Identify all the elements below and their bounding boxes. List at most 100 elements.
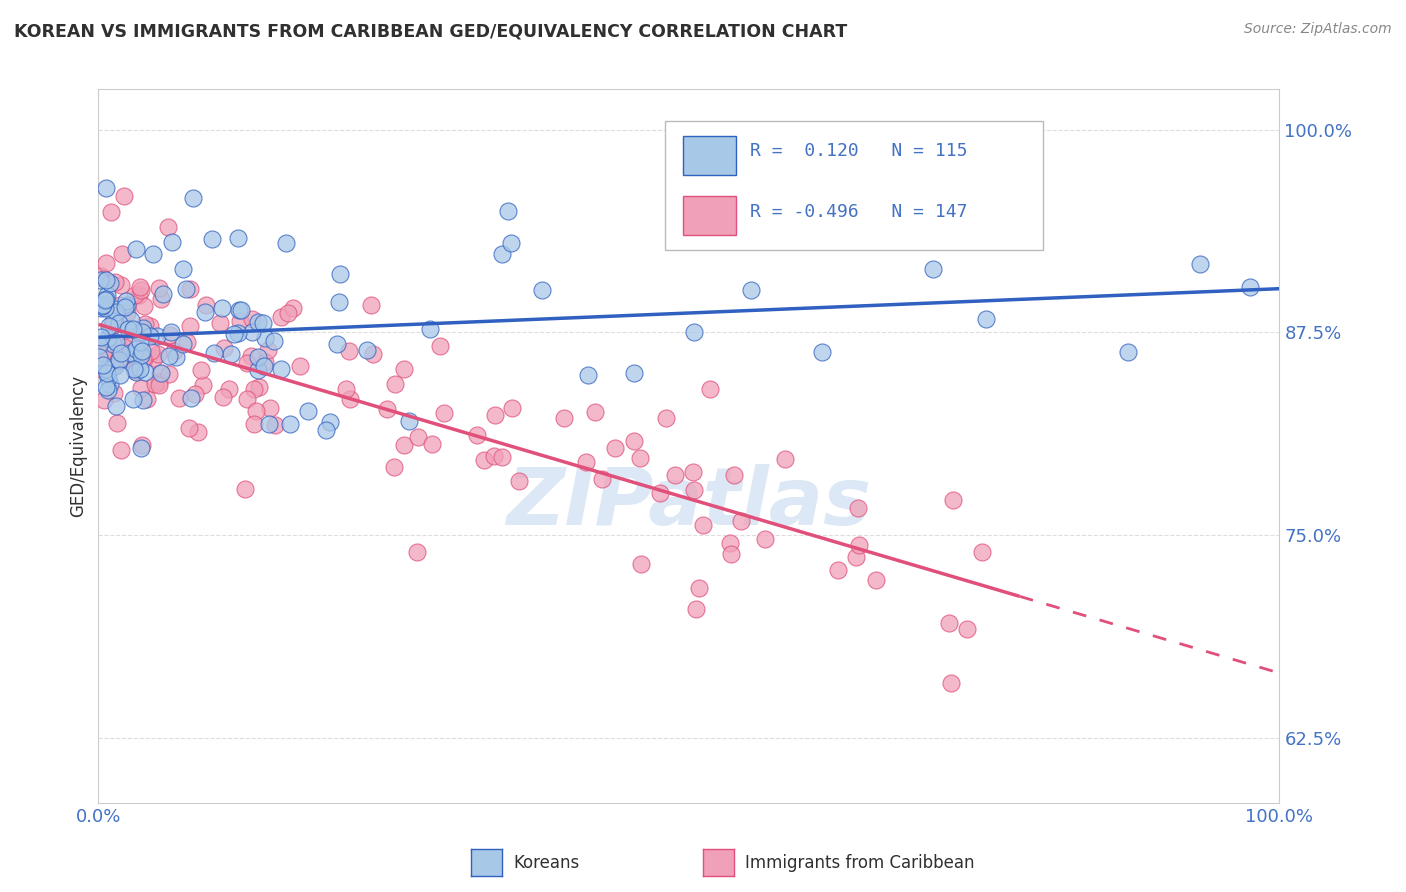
Point [276,235,298,250]
Point [194,298,217,312]
Point [240,325,263,339]
Point [865,573,887,587]
Point [394,362,416,376]
Point [226,231,249,245]
Point [112,345,135,359]
Point [328,295,350,310]
Point [104,335,127,350]
Point [420,437,443,451]
Point [96,366,118,380]
Point [176,335,198,350]
Point [1239,280,1261,294]
Point [98,376,121,391]
Point [419,322,441,336]
Point [122,347,145,361]
Point [242,382,264,396]
Point [179,319,201,334]
Point [96,288,118,302]
Point [224,327,246,342]
Point [100,319,122,334]
Point [124,288,146,302]
Point [184,387,207,401]
Point [134,318,156,332]
Point [491,247,513,261]
Point [576,368,599,382]
Point [101,314,124,328]
Point [124,323,146,337]
Point [180,391,202,405]
Point [101,336,124,351]
Point [105,305,128,319]
Point [90,362,112,376]
Point [93,392,115,407]
Point [114,300,136,314]
Point [166,350,188,364]
Point [94,336,117,351]
Point [257,417,280,432]
Point [484,449,506,463]
Point [288,359,311,374]
Point [90,330,112,344]
Point [553,411,575,425]
Point [148,281,170,295]
Point [128,280,150,294]
Point [277,306,299,320]
Point [1116,345,1139,359]
Point [484,408,506,422]
Point [974,311,997,326]
Point [211,301,233,315]
FancyBboxPatch shape [665,121,1043,250]
Point [115,306,138,320]
Point [682,465,704,479]
Point [114,301,136,316]
Point [172,336,194,351]
Point [90,299,112,313]
Point [97,383,120,397]
Point [148,375,170,389]
Point [108,316,131,330]
Point [685,602,707,616]
Point [91,359,114,373]
Point [132,299,155,313]
Point [654,410,676,425]
Point [270,310,292,325]
Point [229,314,252,328]
Point [938,615,960,630]
Point [97,331,120,345]
Point [128,288,150,302]
Point [132,321,155,335]
Point [472,453,495,467]
Point [129,335,152,350]
Point [148,347,170,361]
Point [623,434,645,448]
Point [117,337,139,351]
Point [212,342,235,356]
Y-axis label: GED/Equivalency: GED/Equivalency [69,375,87,517]
Point [754,532,776,546]
Point [97,318,120,333]
Point [110,277,132,292]
Point [253,359,276,374]
Point [104,359,127,374]
Point [465,427,488,442]
Point [117,322,139,336]
Point [138,328,160,343]
Text: Source: ZipAtlas.com: Source: ZipAtlas.com [1244,22,1392,37]
Point [384,377,406,392]
Point [240,349,263,363]
Point [256,343,278,357]
Point [398,414,420,428]
Point [628,451,651,466]
Point [97,301,120,316]
Point [740,283,762,297]
Point [1189,257,1212,271]
Point [131,344,153,359]
Text: Immigrants from Caribbean: Immigrants from Caribbean [745,854,974,871]
Bar [683,196,737,235]
Point [90,301,112,315]
Point [105,416,128,430]
Point [209,316,232,330]
Point [229,303,252,318]
Point [101,359,124,373]
Point [682,483,704,497]
